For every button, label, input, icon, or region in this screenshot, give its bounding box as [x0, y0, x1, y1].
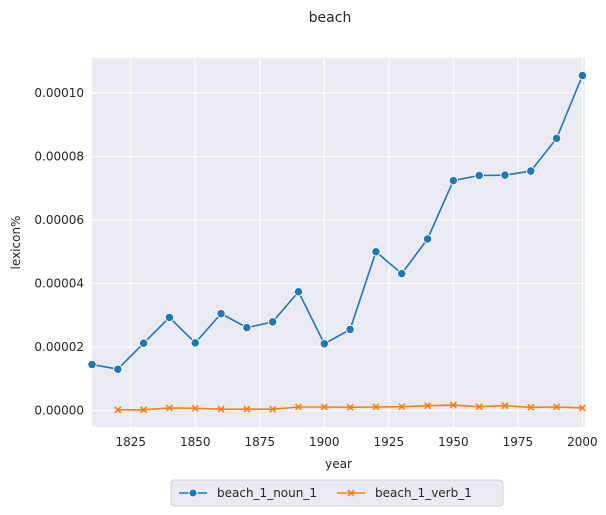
data-point	[87, 359, 97, 370]
data-point	[114, 406, 122, 414]
x-tick-label: 2000	[567, 435, 598, 449]
series-beach_1_noun_1	[87, 70, 588, 374]
data-point	[191, 404, 199, 412]
data-point	[217, 405, 225, 413]
data-point	[475, 403, 483, 411]
data-point	[293, 287, 304, 297]
data-point	[216, 308, 226, 319]
data-point	[526, 166, 536, 176]
data-point	[294, 403, 303, 411]
legend: beach_1_noun_1 beach_1_verb_1	[170, 479, 504, 507]
legend-entry: beach_1_verb_1	[337, 486, 472, 500]
plot-area	[92, 58, 585, 427]
data-point	[423, 402, 432, 410]
legend-marker	[347, 489, 355, 497]
x-axis-ticks: 1825 1850 1875 1900 1925 1950 1975 2000	[115, 435, 597, 449]
y-axis-ticks: 0.00000 0.00002 0.00004 0.00006 0.00008 0.000…	[34, 86, 84, 418]
y-tick-label: 0.00010	[34, 86, 84, 100]
data-point	[449, 401, 457, 409]
x-tick-label: 1975	[503, 435, 534, 449]
x-tick-label: 1825	[115, 435, 146, 449]
data-point	[346, 403, 354, 411]
data-point	[577, 70, 588, 81]
y-tick-label: 0.00002	[34, 340, 84, 354]
data-point	[397, 268, 407, 279]
data-point	[319, 339, 329, 349]
y-axis-label: lexicon%	[9, 216, 23, 270]
data-point	[372, 403, 380, 411]
data-point	[164, 312, 175, 323]
y-tick-label: 0.00006	[34, 213, 84, 227]
data-point	[242, 322, 252, 333]
data-point	[448, 175, 459, 186]
data-point	[500, 170, 510, 180]
data-point	[345, 324, 355, 335]
data-point	[165, 404, 174, 412]
data-point	[190, 338, 200, 348]
y-tick-label: 0.00004	[34, 276, 84, 290]
x-axis-label: year	[325, 457, 352, 471]
x-tick-label: 1900	[309, 435, 340, 449]
chart-title: beach	[309, 10, 352, 26]
data-point	[138, 338, 149, 348]
y-tick-label: 0.00008	[34, 149, 84, 163]
data-point	[551, 133, 562, 143]
data-point	[140, 406, 148, 414]
data-point	[553, 403, 561, 411]
data-point	[527, 403, 535, 411]
data-point	[474, 170, 484, 181]
legend-label: beach_1_noun_1	[217, 486, 317, 500]
series-layer	[87, 70, 588, 414]
data-point	[578, 404, 586, 412]
y-tick-label: 0.00000	[34, 403, 84, 417]
x-tick-label: 1875	[245, 435, 276, 449]
grid-lines	[92, 58, 585, 427]
data-point	[398, 403, 406, 411]
data-point	[422, 234, 433, 244]
series-beach_1_verb_1	[114, 401, 586, 414]
x-tick-label: 1925	[374, 435, 405, 449]
data-point	[243, 405, 251, 413]
x-tick-label: 1850	[180, 435, 211, 449]
x-tick-label: 1950	[438, 435, 469, 449]
data-point	[269, 405, 277, 413]
legend-marker	[188, 488, 198, 498]
legend-label: beach_1_verb_1	[375, 486, 472, 500]
data-point	[371, 247, 381, 257]
data-point	[501, 402, 509, 410]
data-point	[113, 364, 123, 374]
legend-entry: beach_1_noun_1	[179, 486, 317, 500]
data-point	[268, 317, 278, 327]
data-point	[320, 403, 328, 411]
